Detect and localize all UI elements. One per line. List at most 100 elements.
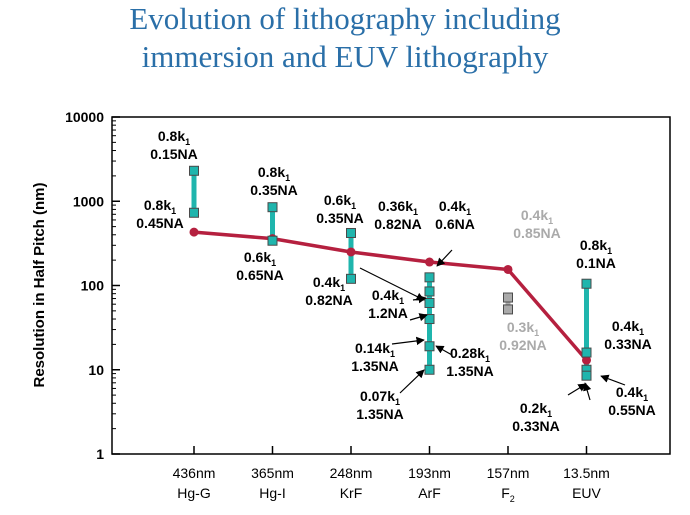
annotation-k1-subscript: 1 bbox=[548, 216, 553, 226]
annotation-k1: 0.4k1 bbox=[372, 287, 404, 306]
x-tick-label: 365nm bbox=[251, 465, 294, 481]
x-tick-label: F2 bbox=[501, 485, 515, 504]
annotation-arrow bbox=[391, 336, 425, 346]
trend-point bbox=[582, 355, 591, 365]
range-marker bbox=[581, 370, 592, 381]
annotations: 0.8k10.15NA0.8k10.45NA0.8k10.35NA0.6k10.… bbox=[136, 128, 655, 434]
annotation-na: 0.35NA bbox=[316, 210, 363, 226]
y-tick-label: 100 bbox=[81, 278, 105, 294]
annotation-k1-value: 0.8k bbox=[580, 237, 607, 253]
annotation-k1: 0.14k1 bbox=[355, 340, 395, 359]
chart-title-line-1: Evolution of lithography including bbox=[129, 1, 561, 36]
annotation-na: 0.65NA bbox=[236, 267, 283, 283]
annotation-arrow bbox=[409, 313, 428, 322]
trend-series bbox=[189, 227, 591, 365]
annotation-k1-subscript: 1 bbox=[607, 246, 612, 256]
range-marker bbox=[346, 273, 356, 284]
annotation-k1-value: 0.2k bbox=[520, 400, 547, 416]
range-markers bbox=[189, 165, 592, 381]
annotation-na: 1.35NA bbox=[356, 406, 403, 422]
annotation-k1-subscript: 1 bbox=[466, 207, 471, 217]
annotation-na: 0.82NA bbox=[374, 216, 421, 232]
chart-title-line-2: immersion and EUV lithography bbox=[141, 39, 549, 74]
annotation-k1: 0.8k1 bbox=[580, 237, 612, 256]
y-tick-label: 10 bbox=[88, 362, 104, 378]
annotation-k1: 0.3k1 bbox=[507, 319, 539, 338]
annotation-k1-value: 0.8k bbox=[158, 128, 185, 144]
annotation-k1: 0.4k1 bbox=[616, 384, 648, 403]
annotation-k1-value: 0.8k bbox=[258, 164, 285, 180]
annotation-k1-value: 0.3k bbox=[507, 319, 534, 335]
annotation-k1: 0.4k1 bbox=[439, 198, 471, 217]
annotation-k1-subscript: 1 bbox=[185, 137, 190, 147]
annotation-na: 0.82NA bbox=[305, 292, 352, 308]
annotation-k1-subscript: 1 bbox=[399, 296, 404, 306]
annotation-k1: 0.2k1 bbox=[520, 400, 552, 419]
x-tick-label: EUV bbox=[572, 485, 601, 501]
range-marker bbox=[267, 235, 278, 246]
annotation-k1-subscript: 1 bbox=[271, 258, 276, 268]
x-tick-source: Hg-G bbox=[177, 485, 210, 501]
annotation-k1-subscript: 1 bbox=[639, 327, 644, 337]
annotation-k1-subscript: 1 bbox=[351, 201, 356, 211]
range-marker bbox=[189, 165, 199, 176]
x-tick-source: F bbox=[501, 485, 510, 501]
x-tick-source: KrF bbox=[340, 485, 363, 501]
y-tick-label: 1000 bbox=[73, 193, 104, 209]
x-tick-label: 13.5nm bbox=[563, 465, 610, 481]
x-tick-label: 157nm bbox=[487, 465, 530, 481]
trend-line bbox=[193, 230, 588, 362]
annotation-k1-value: 0.14k bbox=[355, 340, 390, 356]
annotation-arrow bbox=[436, 249, 453, 267]
annotation-k1-subscript: 1 bbox=[171, 206, 176, 216]
range-marker bbox=[267, 202, 278, 213]
trend-point bbox=[346, 247, 356, 257]
annotation-na: 0.6NA bbox=[435, 216, 475, 232]
annotation-k1-subscript: 1 bbox=[413, 207, 418, 217]
x-tick-source: ArF bbox=[418, 485, 441, 501]
annotation-arrow bbox=[399, 369, 425, 394]
range-marker bbox=[503, 292, 513, 303]
annotation-k1: 0.28k1 bbox=[450, 345, 490, 364]
annotation-k1: 0.07k1 bbox=[360, 388, 400, 407]
annotation-k1-value: 0.4k bbox=[616, 384, 643, 400]
range-marker bbox=[424, 297, 435, 308]
trend-point bbox=[425, 257, 434, 267]
annotation-arrow bbox=[435, 345, 453, 356]
trend-point bbox=[189, 227, 199, 237]
range-marker bbox=[424, 364, 435, 375]
y-tick-label: 1 bbox=[96, 446, 104, 462]
annotation-na: 1.2NA bbox=[368, 305, 408, 321]
annotation-k1-value: 0.8k bbox=[144, 197, 171, 213]
annotation-na: 0.45NA bbox=[136, 215, 183, 231]
range-marker bbox=[424, 286, 435, 297]
annotation-k1: 0.8k1 bbox=[144, 197, 176, 216]
annotation-na: 0.35NA bbox=[250, 182, 297, 198]
annotation-arrow bbox=[600, 374, 626, 386]
x-axis: 436nm Hg-G 365nm Hg-I 248nm KrF 193nm ArF 157nm F… bbox=[173, 446, 610, 504]
y-axis: 1 10 100 1000 10000 bbox=[65, 109, 120, 462]
annotation-na: 0.15NA bbox=[150, 146, 197, 162]
annotation-k1-value: 0.6k bbox=[324, 192, 351, 208]
annotation-na: 0.55NA bbox=[608, 402, 655, 418]
annotation-k1-value: 0.4k bbox=[521, 207, 548, 223]
annotation-k1-subscript: 1 bbox=[390, 349, 395, 359]
annotation-k1-subscript: 1 bbox=[643, 393, 648, 403]
x-tick-source: Hg-I bbox=[259, 485, 285, 501]
annotation-na: 0.33NA bbox=[604, 336, 651, 352]
x-tick-label: 436nm bbox=[173, 465, 216, 481]
x-tick-source: EUV bbox=[572, 485, 601, 501]
trend-point bbox=[503, 264, 513, 274]
range-marker bbox=[424, 341, 435, 352]
range-marker bbox=[581, 278, 592, 289]
annotation-k1-subscript: 1 bbox=[285, 173, 290, 183]
annotation-k1-subscript: 1 bbox=[485, 354, 490, 364]
annotation-arrow bbox=[359, 267, 425, 301]
annotation-na: 0.92NA bbox=[499, 337, 546, 353]
x-tick-label: ArF bbox=[418, 485, 441, 501]
annotation-k1-subscript: 1 bbox=[534, 328, 539, 338]
range-marker bbox=[346, 227, 356, 238]
annotation-k1: 0.4k1 bbox=[521, 207, 553, 226]
annotation-k1: 0.6k1 bbox=[324, 192, 356, 211]
annotation-k1: 0.8k1 bbox=[258, 164, 290, 183]
